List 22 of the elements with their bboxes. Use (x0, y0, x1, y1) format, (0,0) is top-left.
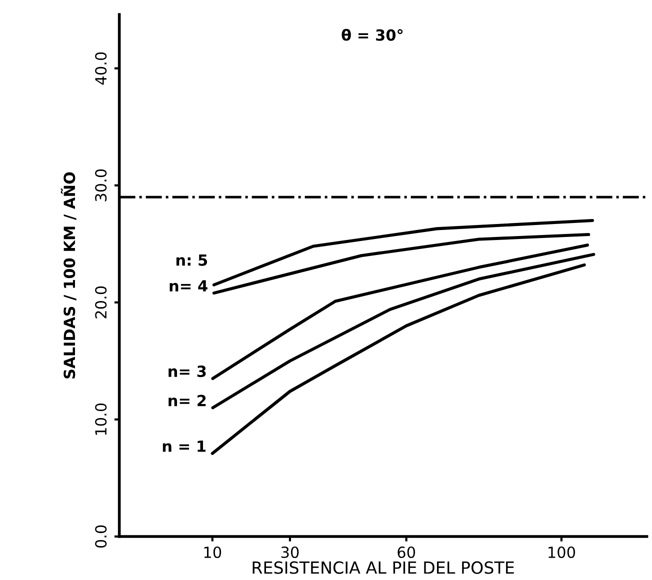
line-series (210, 263, 586, 455)
y-tick-label: 0.0 (95, 525, 107, 548)
line-series (212, 233, 590, 295)
x-tick-label: 100 (548, 546, 576, 558)
y-tick-label: 10.0 (95, 403, 107, 435)
line-series (212, 218, 594, 286)
y-tick-label: 20.0 (95, 286, 107, 318)
series-label: n= 2 (168, 394, 206, 406)
series-label: n: 5 (176, 254, 208, 266)
line-series (211, 252, 596, 410)
y-axis-title: SALIDAS / 100 KM / AÑO (60, 172, 76, 378)
series-label: n = 1 (162, 440, 206, 452)
x-tick-label: 60 (398, 546, 416, 558)
series-label: n= 4 (170, 280, 208, 292)
x-axis-title: RESISTENCIA AL PIE DEL POSTE (252, 561, 514, 574)
x-tick-label: 10 (204, 546, 222, 558)
y-tick-label: 40.0 (95, 52, 107, 85)
annotation: θ = 30° (342, 28, 403, 41)
y-tick-label: 30.0 (95, 169, 107, 202)
x-tick-label: 30 (281, 546, 299, 558)
series-label: n= 3 (168, 366, 206, 378)
line-series (211, 244, 589, 380)
